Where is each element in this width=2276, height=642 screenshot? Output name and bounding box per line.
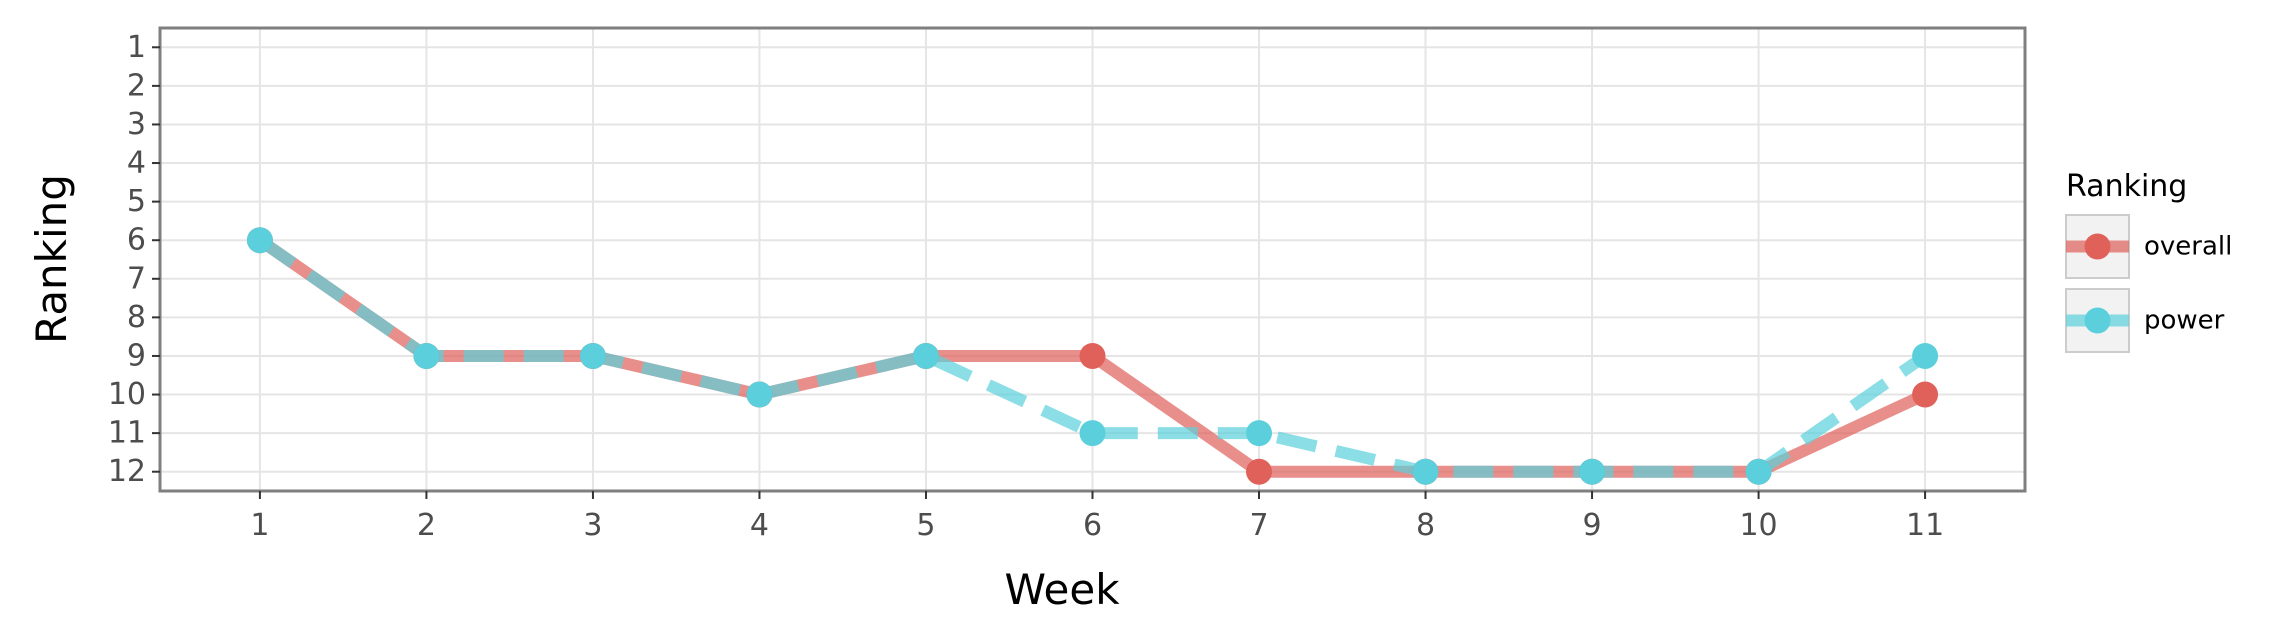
data-point-power <box>1912 342 1939 369</box>
y-tick-label: 12 <box>108 454 146 489</box>
y-tick-label: 8 <box>127 300 146 335</box>
x-axis-title: Week <box>1004 565 1120 614</box>
series-line-power <box>256 235 1929 478</box>
y-tick-label: 5 <box>127 184 146 219</box>
x-tick-label: 3 <box>583 508 602 543</box>
y-tick-label: 4 <box>127 146 146 181</box>
y-tick-label: 10 <box>108 377 146 412</box>
x-tick-label: 4 <box>750 508 769 543</box>
x-tick-label: 11 <box>1906 508 1944 543</box>
legend: Ranking overall power <box>2065 169 2232 353</box>
y-tick-label: 6 <box>127 223 146 258</box>
x-tick-label: 10 <box>1739 508 1777 543</box>
data-point-power <box>1079 420 1106 447</box>
data-point-power <box>1246 420 1273 447</box>
series-layer <box>246 227 1939 485</box>
legend-items: overall power <box>2065 214 2232 353</box>
data-point-power <box>413 342 440 369</box>
data-point-power <box>912 342 939 369</box>
y-tick-label: 11 <box>108 416 146 451</box>
legend-point-power <box>2084 307 2111 334</box>
y-tick-label: 7 <box>127 261 146 296</box>
data-point-power <box>579 342 606 369</box>
data-point-power <box>1745 458 1772 485</box>
data-point-power <box>746 381 773 408</box>
x-tick-label: 7 <box>1249 508 1268 543</box>
x-tick-label: 5 <box>916 508 935 543</box>
data-point-power <box>246 227 273 254</box>
x-tick-label: 8 <box>1416 508 1435 543</box>
legend-label-power: power <box>2144 306 2225 336</box>
legend-title: Ranking <box>2066 169 2187 204</box>
x-tick-label: 6 <box>1083 508 1102 543</box>
legend-point-overall <box>2084 233 2111 260</box>
y-tick-label: 2 <box>127 68 146 103</box>
x-tick-label: 1 <box>250 508 269 543</box>
x-tick-label: 9 <box>1583 508 1602 543</box>
x-axis-ticks: 1 2 3 4 5 6 7 8 9 10 11 <box>250 491 1944 543</box>
y-tick-label: 1 <box>127 30 146 65</box>
data-point-overall <box>1079 342 1106 369</box>
y-tick-label: 3 <box>127 107 146 142</box>
data-point-power <box>1412 458 1439 485</box>
data-point-overall <box>1912 381 1939 408</box>
y-axis-title: Ranking <box>27 174 76 344</box>
x-tick-label: 2 <box>417 508 436 543</box>
data-point-power <box>1579 458 1606 485</box>
y-tick-label: 9 <box>127 338 146 373</box>
data-point-overall <box>1246 458 1273 485</box>
legend-label-overall: overall <box>2144 232 2232 262</box>
